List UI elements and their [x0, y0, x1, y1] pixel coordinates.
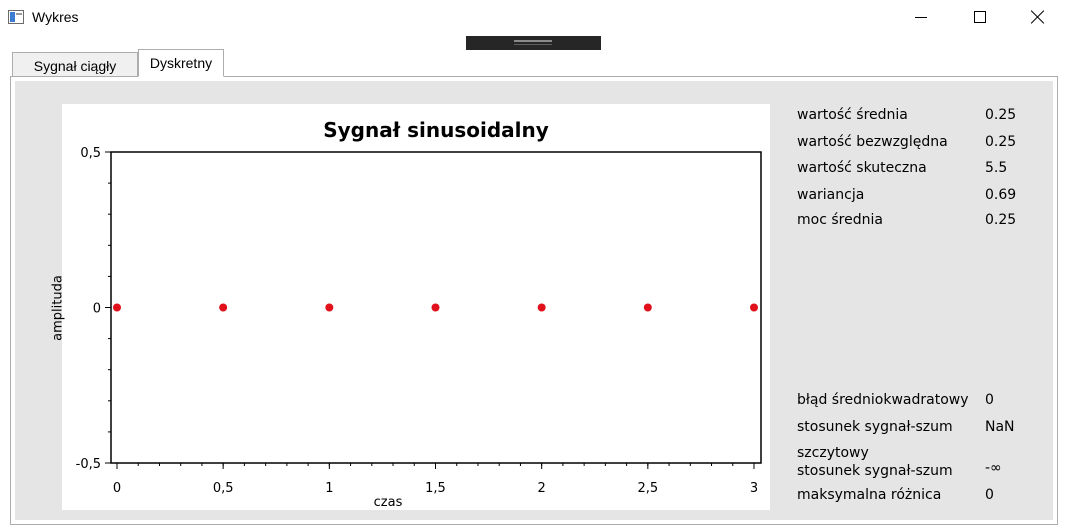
stat-label-mse: błąd średniokwadratowy	[797, 392, 969, 408]
window-title: Wykres	[32, 9, 79, 25]
tab-discrete[interactable]: Dyskretny	[138, 49, 224, 77]
chart-area	[62, 104, 770, 510]
y-tick-label: -0,5	[76, 457, 101, 472]
stat-value-variance: 0.69	[985, 187, 1017, 203]
data-point	[750, 303, 758, 312]
stat-value-max-diff: 0	[985, 487, 994, 503]
app-window-icon	[8, 10, 24, 24]
stat-label-snr: stosunek sygnał-szum	[797, 419, 953, 435]
stat-value-mse: 0	[985, 392, 994, 408]
x-tick-label: 0	[113, 481, 121, 496]
axis-ticks	[105, 151, 755, 469]
minimize-icon	[915, 17, 927, 18]
stat-value-absolute: 0.25	[985, 134, 1017, 150]
x-tick-label: 3	[750, 481, 758, 496]
data-points	[113, 303, 758, 312]
tab-continuous-signal[interactable]: Sygnał ciągły	[12, 52, 138, 76]
x-axis-label: czas	[373, 495, 403, 510]
x-tick-label: 2	[538, 481, 546, 496]
stat-value-mean-power: 0.25	[985, 212, 1017, 228]
stat-value-rms: 5.5	[985, 160, 1008, 176]
x-tick-label: 1	[325, 481, 333, 496]
data-point	[431, 303, 440, 312]
title-bar: Wykres	[0, 0, 1067, 36]
stat-label-psnr-line2: stosunek sygnał-szum	[797, 463, 953, 479]
x-tick-label: 0,5	[213, 481, 234, 496]
minimize-button[interactable]	[893, 0, 951, 34]
stat-label-psnr-line1: szczytowy	[797, 445, 869, 461]
y-tick-label: 0,5	[80, 146, 101, 161]
data-point	[537, 303, 546, 312]
stat-label-max-diff: maksymalna różnica	[797, 487, 942, 503]
x-tick-label: 1,5	[425, 481, 446, 496]
stat-label-variance: wariancja	[797, 187, 865, 203]
maximize-button[interactable]	[951, 0, 1009, 34]
data-point	[113, 303, 121, 312]
chart-title: Sygnał sinusoidalny	[323, 118, 549, 142]
x-tick-label: 2,5	[637, 481, 658, 496]
stat-value-psnr: -∞	[985, 460, 1002, 476]
stat-value-mean: 0.25	[985, 107, 1017, 123]
maximize-icon	[974, 11, 986, 23]
data-point	[325, 303, 334, 312]
drag-handle[interactable]	[466, 36, 601, 50]
data-point	[643, 303, 652, 312]
y-tick-label: 0	[93, 302, 101, 317]
stat-label-mean-power: moc średnia	[797, 212, 883, 228]
stat-label-rms: wartość skuteczna	[797, 160, 927, 176]
tick-labels: 0 0,5 1 1,5 2 2,5 3 0,5 0 -0,5	[76, 146, 759, 496]
stat-label-mean: wartość średnia	[797, 107, 908, 123]
data-point	[219, 303, 228, 312]
stat-value-snr: NaN	[985, 419, 1015, 435]
stat-label-absolute: wartość bezwzględna	[797, 134, 948, 150]
stat-label-psnr: szczytowy stosunek sygnał-szum	[797, 444, 953, 480]
